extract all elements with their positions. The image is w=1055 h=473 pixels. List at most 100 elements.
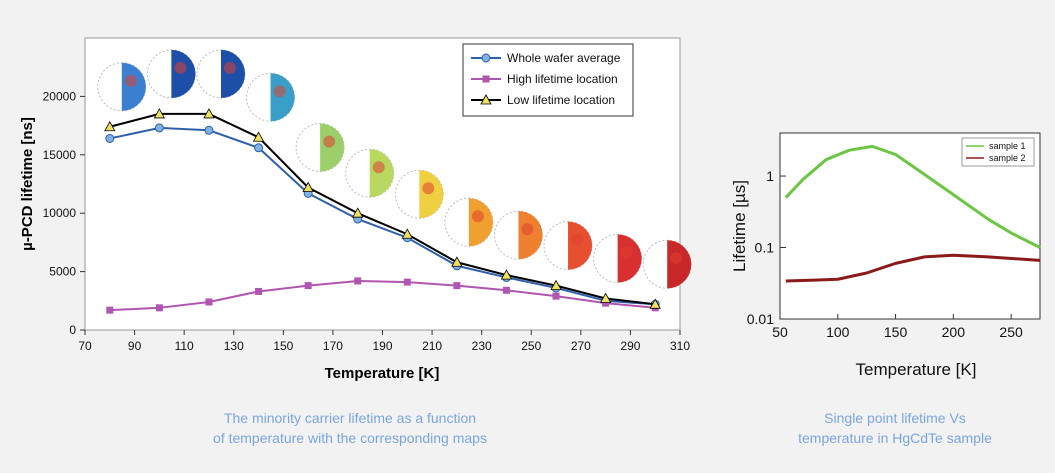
x-tick-label: 100	[826, 324, 850, 340]
wafer-map-hotspot	[323, 135, 336, 148]
wafer-map-half	[518, 211, 543, 260]
x-tick-label: 230	[472, 339, 492, 353]
y-tick-label: 5000	[49, 265, 76, 279]
legend-marker	[480, 94, 492, 105]
legend-label: High lifetime location	[507, 72, 618, 86]
series-group	[104, 108, 661, 314]
legend-marker	[482, 75, 490, 83]
legend-marker	[481, 53, 491, 63]
data-point	[453, 282, 461, 290]
x-axis-label: Temperature [K]	[856, 360, 977, 379]
wafer-map-half	[568, 221, 593, 270]
data-point	[401, 228, 413, 239]
data-point	[204, 125, 214, 135]
y-tick-label: 20000	[43, 89, 77, 103]
x-tick-label: 70	[78, 339, 92, 353]
x-tick-label: 110	[175, 339, 194, 353]
data-point	[354, 277, 362, 285]
x-tick-label: 270	[571, 339, 591, 353]
data-point	[155, 304, 163, 312]
series-line	[109, 112, 656, 306]
data-point	[599, 292, 612, 303]
caption-line: The minority carrier lifetime as a funct…	[223, 410, 477, 426]
data-point	[104, 120, 116, 132]
wafer-map-half	[468, 198, 493, 247]
caption-line: of temperature with the corresponding ma…	[213, 430, 487, 446]
wafer-map-hotspot	[471, 210, 484, 223]
legend-label: Whole wafer average	[507, 51, 621, 65]
wafer-map-hotspot	[422, 182, 435, 195]
data-point	[451, 256, 463, 267]
wafer-map-half	[121, 62, 146, 111]
x-tick-label: 150	[884, 324, 908, 340]
data-point	[552, 292, 560, 300]
caption-line: Single point lifetime Vs	[824, 410, 966, 426]
series-line	[785, 253, 1041, 283]
data-point	[255, 287, 263, 295]
x-tick-label: 190	[372, 339, 392, 353]
wafer-map-hotspot	[620, 246, 633, 259]
wafer-map-half	[617, 234, 642, 283]
y-tick-label: 0.01	[747, 311, 774, 327]
wafer-map-hotspot	[670, 252, 683, 265]
wafer-map-half	[419, 170, 444, 219]
x-tick-label: 50	[772, 324, 788, 340]
x-tick-label: 250	[521, 339, 541, 353]
data-point	[254, 143, 264, 153]
y-tick-label: 10000	[43, 206, 77, 220]
wafer-map-half	[220, 49, 245, 98]
data-point	[550, 279, 562, 291]
data-point	[252, 131, 265, 142]
data-point	[502, 286, 510, 294]
legend-label: sample 2	[989, 153, 1026, 163]
caption-line: temperature in HgCdTe sample	[798, 430, 992, 446]
data-point	[154, 123, 164, 133]
data-point	[302, 181, 314, 192]
data-point	[304, 282, 312, 290]
data-point	[352, 207, 364, 218]
legend: sample 1 sample 2	[961, 137, 1035, 167]
wafer-map-half	[667, 240, 692, 289]
wafer-map-half	[270, 73, 295, 122]
data-point	[153, 108, 166, 119]
wafer-map-hotspot	[273, 85, 286, 98]
legend: Whole wafer average High lifetime locatio…	[462, 43, 634, 117]
data-point	[403, 278, 411, 286]
wafer-map-hotspot	[571, 233, 584, 246]
data-point	[602, 299, 610, 307]
x-tick-label: 290	[620, 339, 640, 353]
series-line	[109, 279, 656, 312]
data-point	[205, 298, 213, 306]
left-chart-caption: The minority carrier lifetime as a funct…	[150, 408, 550, 448]
legend-label: sample 1	[989, 141, 1026, 151]
y-tick-label: 1	[766, 168, 774, 184]
wafer-map-hotspot	[174, 61, 187, 74]
data-point	[106, 306, 114, 314]
axes: 50 100 150 200 250 0.01 0.1 1	[747, 168, 1023, 340]
x-tick-label: 150	[273, 339, 293, 353]
x-tick-label: 90	[128, 339, 142, 353]
x-axis-label: Temperature [K]	[325, 365, 440, 382]
wafer-map-hotspot	[372, 161, 385, 174]
y-tick-label: 15000	[43, 148, 77, 162]
data-point	[649, 298, 661, 309]
lifetime-vs-temperature-chart: 70 90 110 130 150 170 190 210 230 250 270 290 310 0 50…	[19, 37, 692, 382]
legend-label: Low lifetime location	[507, 93, 615, 107]
y-tick-label: 0	[69, 323, 76, 337]
x-tick-label: 250	[999, 324, 1023, 340]
wafer-map-hotspot	[223, 61, 236, 74]
axes: 70 90 110 130 150 170 190 210 230 250 270 290 310 0 50…	[43, 89, 691, 353]
x-tick-label: 210	[422, 339, 442, 353]
y-tick-label: 0.1	[755, 240, 775, 256]
wafer-map-half	[369, 149, 394, 198]
wafer-map-hotspot	[124, 74, 137, 87]
series-group	[784, 144, 1041, 283]
right-chart-caption: Single point lifetime Vs temperature in …	[745, 408, 1045, 448]
wafer-map-half	[320, 123, 345, 172]
data-point	[500, 269, 513, 280]
data-point	[203, 108, 215, 119]
x-tick-label: 200	[942, 324, 966, 340]
wafer-map-hotspot	[521, 223, 534, 236]
x-tick-label: 310	[670, 339, 690, 353]
